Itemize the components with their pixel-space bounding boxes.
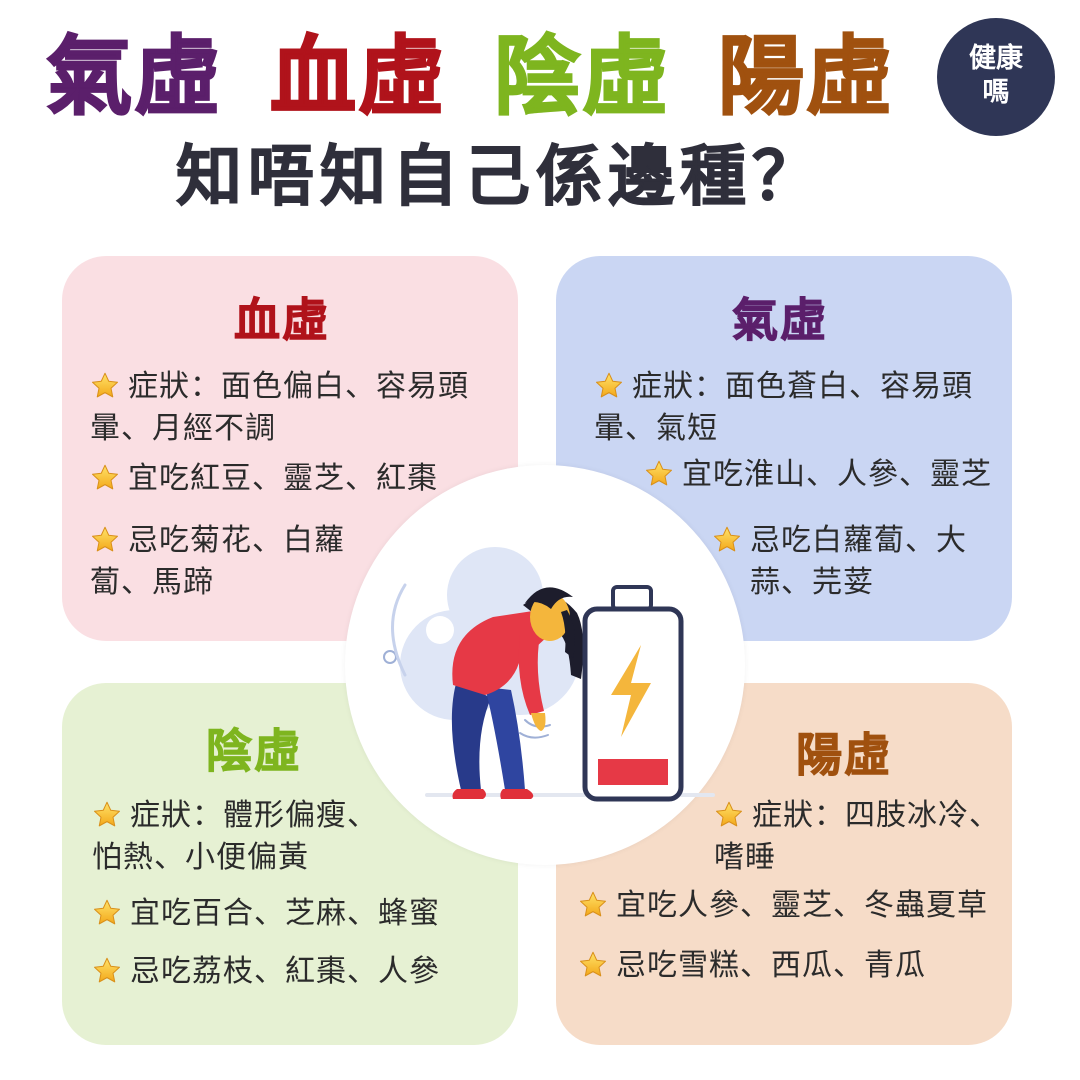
title-xue-xu: 血虛 <box>269 26 447 128</box>
star-icon <box>90 463 120 493</box>
card-title: 氣虛 <box>732 293 828 348</box>
symptoms-text: 症狀：體形偏瘦、 怕熱、小便偏黃 <box>92 798 378 875</box>
main-title: 氣虛 血虛 陰虛 陽虛 <box>0 22 940 132</box>
eat-text: 宜吃人參、靈芝、冬蟲夏草 <box>578 885 988 927</box>
logo: 健康 嗎 <box>937 18 1055 136</box>
eat-text: 宜吃百合、芝麻、蜂蜜 <box>92 893 440 935</box>
avoid-text: 忌吃菊花、白蘿 蔔、馬蹄 <box>90 523 345 600</box>
star-icon <box>90 525 120 555</box>
star-icon <box>92 898 122 928</box>
logo-line-1: 健康 <box>969 43 1023 74</box>
star-icon <box>578 890 608 920</box>
star-icon <box>90 371 120 401</box>
tired-person-illustration <box>451 587 584 799</box>
card-xue-xu: 血虛 症狀：面色偏白、容易頭 暈、月經不調 宜吃紅豆、靈芝、紅棗 忌吃菊花、白蘿蔔… <box>62 256 518 641</box>
center-illustration <box>345 465 745 865</box>
card-yin-xu: 陰虛 症狀：體形偏瘦、 怕熱、小便偏黃 宜吃百合、芝麻、蜂蜜 忌吃荔枝、紅棗、人參 <box>62 683 518 1045</box>
logo-line-2: 嗎 <box>982 77 1010 108</box>
avoid-text: 忌吃白蘿蔔、大 蒜、芫荽 <box>712 520 967 604</box>
avoid-text: 忌吃雪糕、西瓜、青瓜 <box>578 945 926 987</box>
avoid-text: 忌吃荔枝、紅棗、人參 <box>92 951 440 993</box>
card-title: 陽虛 <box>796 728 892 783</box>
star-icon <box>92 800 122 830</box>
subtitle: 知唔知自己係邊種？ <box>176 138 824 216</box>
symptoms-text: 症狀：面色偏白、容易頭 暈、月經不調 <box>90 369 469 446</box>
title-yin-xu: 陰虛 <box>493 26 670 128</box>
star-icon <box>578 950 608 980</box>
card-title: 陰虛 <box>206 724 302 779</box>
star-icon <box>92 956 122 986</box>
title-yang-xu: 陽虛 <box>717 26 894 128</box>
star-icon <box>594 371 624 401</box>
card-title: 血虛 <box>234 293 330 348</box>
eat-text: 宜吃紅豆、靈芝、紅棗 <box>90 458 438 500</box>
eat-text: 宜吃淮山、人參、靈芝 <box>644 454 992 496</box>
low-battery-icon <box>582 585 684 802</box>
title-qi-xu: 氣虛 <box>45 26 223 128</box>
symptoms-text: 症狀：四肢冰冷、 嗜睡 <box>714 798 1000 875</box>
symptoms-text: 症狀：面色蒼白、容易頭 暈、氣短 <box>594 369 973 446</box>
